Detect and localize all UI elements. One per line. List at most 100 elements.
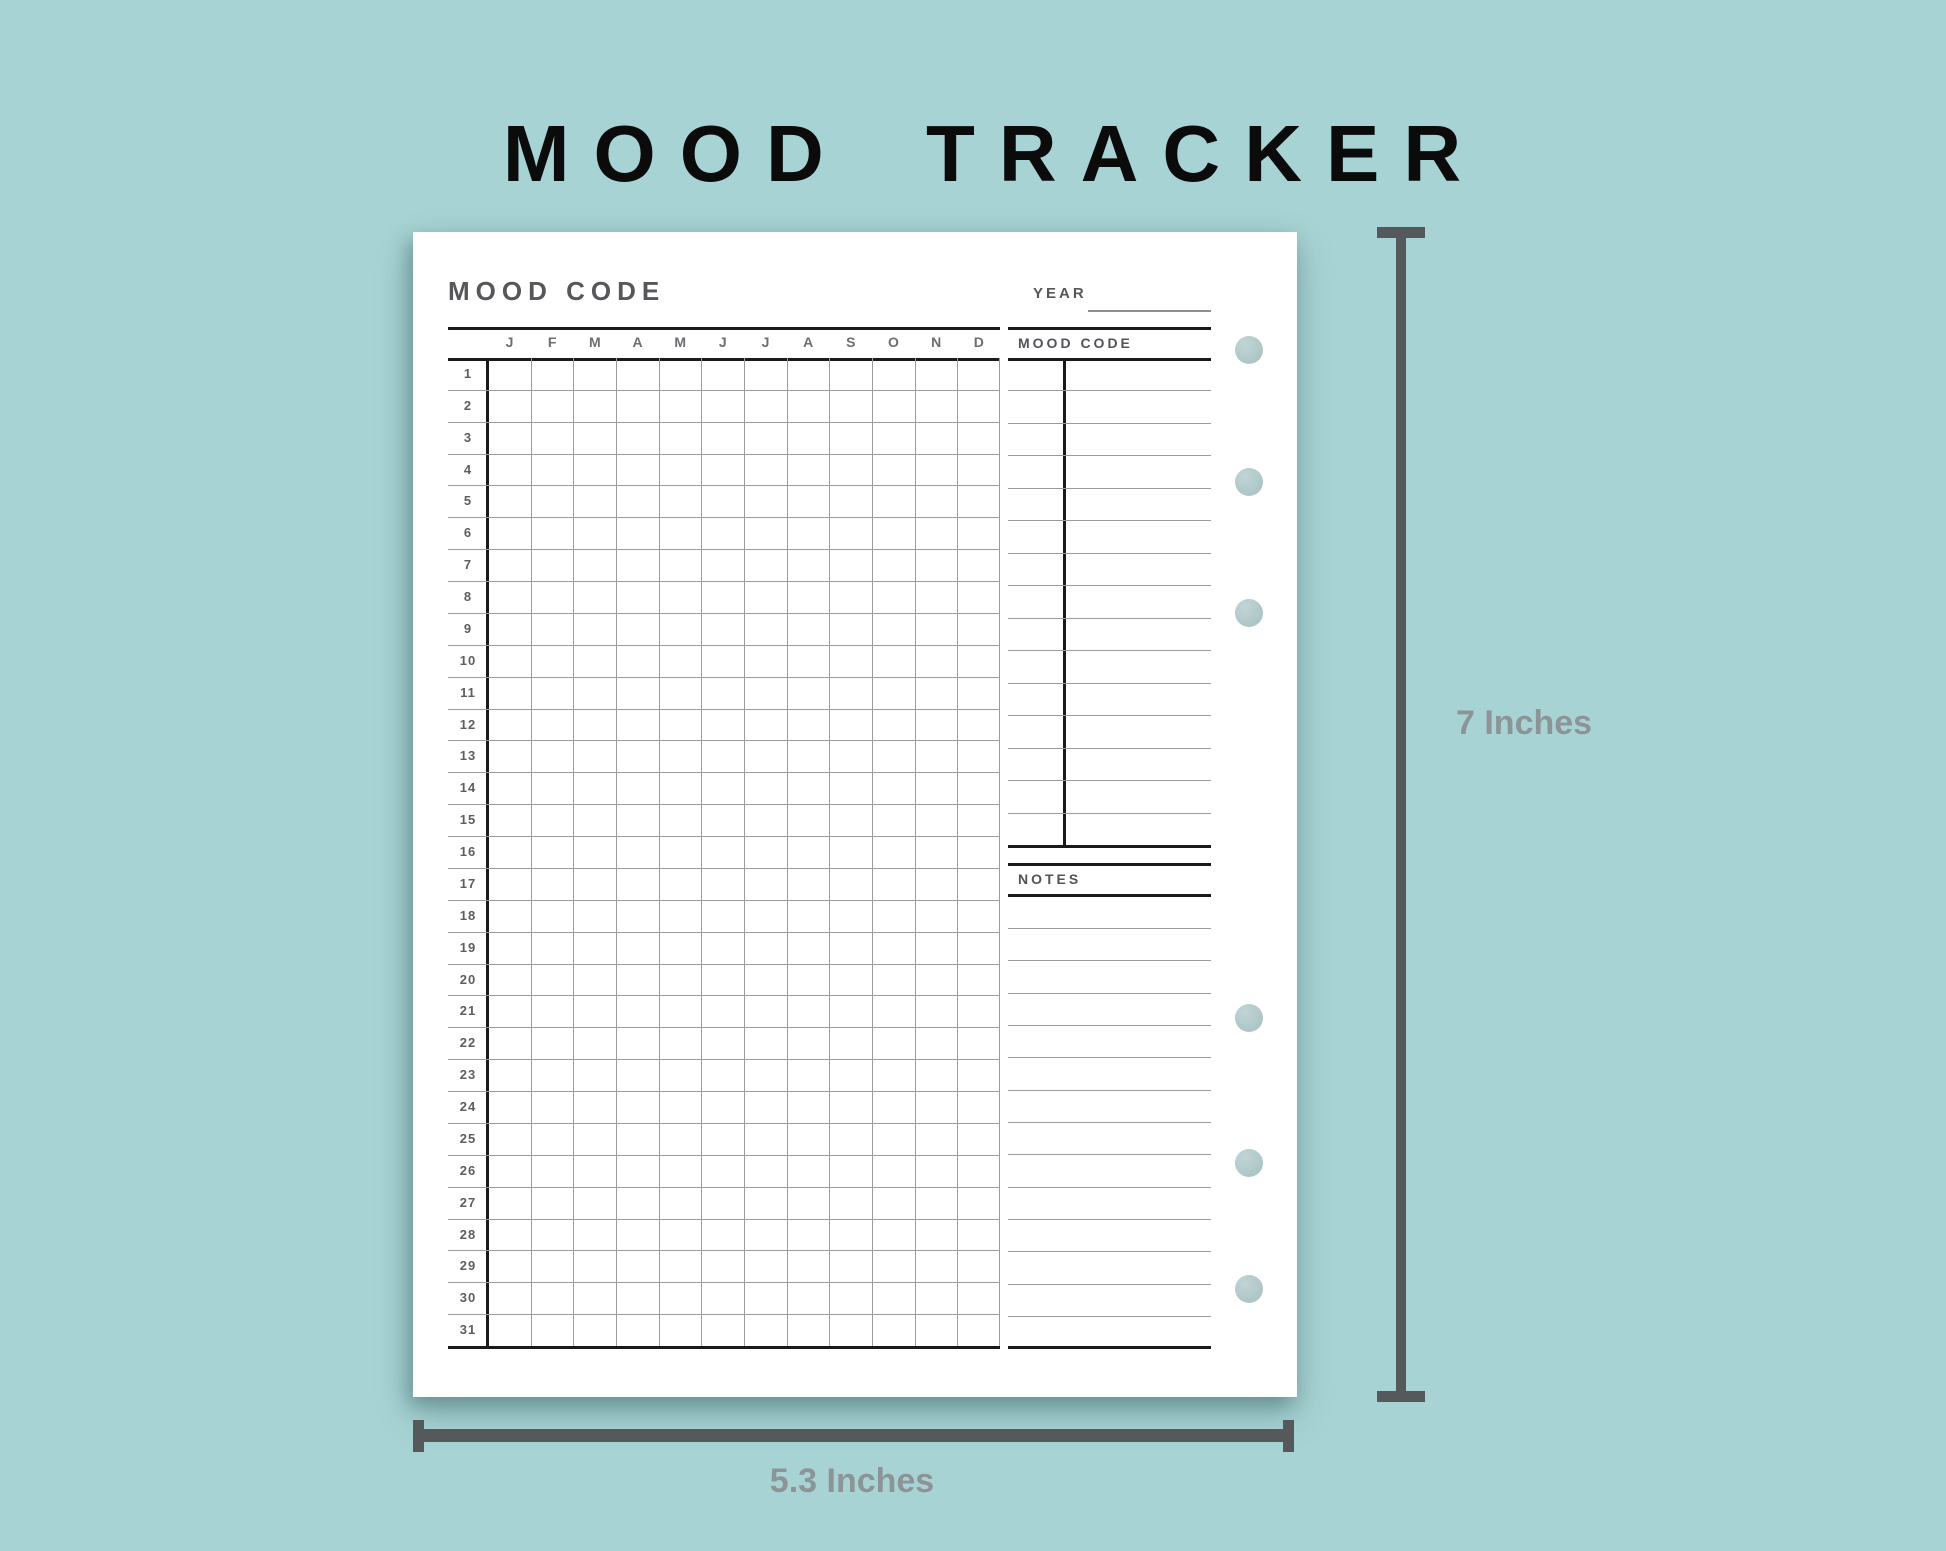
month-label: M <box>588 334 601 350</box>
grid-row-line <box>448 581 1000 583</box>
day-label: 30 <box>459 1290 477 1306</box>
day-label: 19 <box>459 939 477 955</box>
notes-ruled-line <box>1008 960 1211 962</box>
width-dimension-label: 5.3 Inches <box>769 1462 935 1500</box>
grid-row-line <box>448 676 1000 678</box>
grid-row-line <box>448 1027 1000 1029</box>
mood-code-ruled-line <box>1008 487 1211 489</box>
height-dimension-label: 7 Inches <box>1456 704 1593 742</box>
day-label: 10 <box>459 652 477 668</box>
mood-code-ruled-line <box>1008 422 1211 424</box>
notes-ruled-line <box>1008 1154 1211 1156</box>
grid-row-line <box>448 485 1000 487</box>
mood-code-column-divider <box>1063 358 1066 845</box>
mood-code-ruled-line <box>1008 812 1211 814</box>
notes-ruled-line <box>1008 1057 1211 1059</box>
month-label: J <box>505 334 514 350</box>
mood-code-ruled-line <box>1008 747 1211 749</box>
day-label: 29 <box>459 1258 477 1274</box>
day-label: 24 <box>459 1099 477 1115</box>
day-label: 15 <box>459 812 477 828</box>
grid-row-line <box>448 644 1000 646</box>
grid-row-line <box>448 867 1000 869</box>
grid-row-line <box>448 836 1000 838</box>
day-label: 3 <box>463 429 473 445</box>
day-label: 17 <box>459 875 477 891</box>
width-ruler-left-cap <box>413 1420 424 1452</box>
day-label: 20 <box>459 971 477 987</box>
grid-row-line <box>448 421 1000 423</box>
day-label: 27 <box>459 1194 477 1210</box>
binder-hole <box>1235 1004 1263 1032</box>
notes-ruled-line <box>1008 1218 1211 1220</box>
grid-column-line <box>957 358 959 1346</box>
grid-row-line <box>448 804 1000 806</box>
grid-header-border <box>448 358 1000 361</box>
day-label: 6 <box>463 525 473 541</box>
notes-ruled-line <box>1008 928 1211 929</box>
day-label: 14 <box>459 780 477 796</box>
binder-hole <box>1235 336 1263 364</box>
day-label: 12 <box>459 716 477 732</box>
month-label: J <box>761 334 770 350</box>
grid-row-line <box>448 963 1000 965</box>
binder-hole <box>1235 1149 1263 1177</box>
binder-hole <box>1235 1275 1263 1303</box>
notes-ruled-line <box>1008 992 1211 994</box>
month-label: A <box>803 334 814 350</box>
day-label: 11 <box>460 684 476 700</box>
notes-ruled-line <box>1008 1283 1211 1285</box>
day-label: 13 <box>459 748 477 764</box>
notes-header-border <box>1008 894 1211 897</box>
notes-ruled-line <box>1008 1024 1211 1026</box>
grid-row-line <box>448 1091 1000 1093</box>
day-label: 7 <box>463 557 473 573</box>
day-label: 31 <box>459 1322 477 1338</box>
height-ruler-top-cap <box>1377 227 1425 238</box>
mood-code-ruled-line <box>1008 520 1211 522</box>
mood-code-ruled-line <box>1008 682 1211 684</box>
grid-column-line <box>744 358 745 1346</box>
notes-ruled-line <box>1008 1186 1211 1188</box>
grid-row-line <box>448 549 1000 551</box>
mood-code-ruled-line <box>1008 552 1211 554</box>
notes-bottom-border <box>1008 1346 1211 1349</box>
mood-code-ruled-line <box>1008 715 1211 717</box>
width-ruler-line <box>413 1429 1294 1442</box>
day-label: 26 <box>459 1162 477 1178</box>
grid-bottom-border <box>448 1346 1000 1349</box>
day-label: 16 <box>459 844 477 860</box>
grid-column-line <box>616 358 617 1346</box>
grid-column-line <box>786 358 788 1346</box>
grid-row-line <box>448 612 1000 614</box>
mood-code-ruled-line <box>1008 617 1211 619</box>
grid-row-line <box>448 708 1000 710</box>
product-title: MOOD TRACKER <box>502 109 1486 198</box>
year-fill-in-line <box>1088 310 1211 312</box>
grid-row-line <box>448 453 1000 455</box>
grid-column-line <box>872 358 873 1346</box>
grid-row-line <box>448 1122 1000 1124</box>
binder-hole <box>1235 599 1263 627</box>
notes-ruled-line <box>1008 1089 1211 1091</box>
month-label: N <box>931 334 942 350</box>
grid-column-line <box>530 358 532 1346</box>
mood-code-bottom-border <box>1008 845 1211 848</box>
grid-row-line <box>448 899 1000 901</box>
notes-ruled-line <box>1008 1121 1211 1123</box>
grid-column-line <box>573 358 575 1346</box>
notes-section-label: NOTES <box>1018 871 1082 887</box>
mood-code-ruled-line <box>1008 455 1211 457</box>
month-label: F <box>547 334 557 350</box>
grid-row-line <box>448 517 1000 519</box>
month-label: J <box>718 334 727 350</box>
grid-row-line <box>448 1059 1000 1061</box>
grid-column-line <box>701 358 703 1346</box>
grid-column-line <box>658 358 660 1346</box>
day-label: 9 <box>463 620 473 636</box>
notes-ruled-line <box>1008 1251 1211 1253</box>
grid-column-line <box>999 358 1000 1346</box>
notes-ruled-line <box>1008 1315 1211 1317</box>
